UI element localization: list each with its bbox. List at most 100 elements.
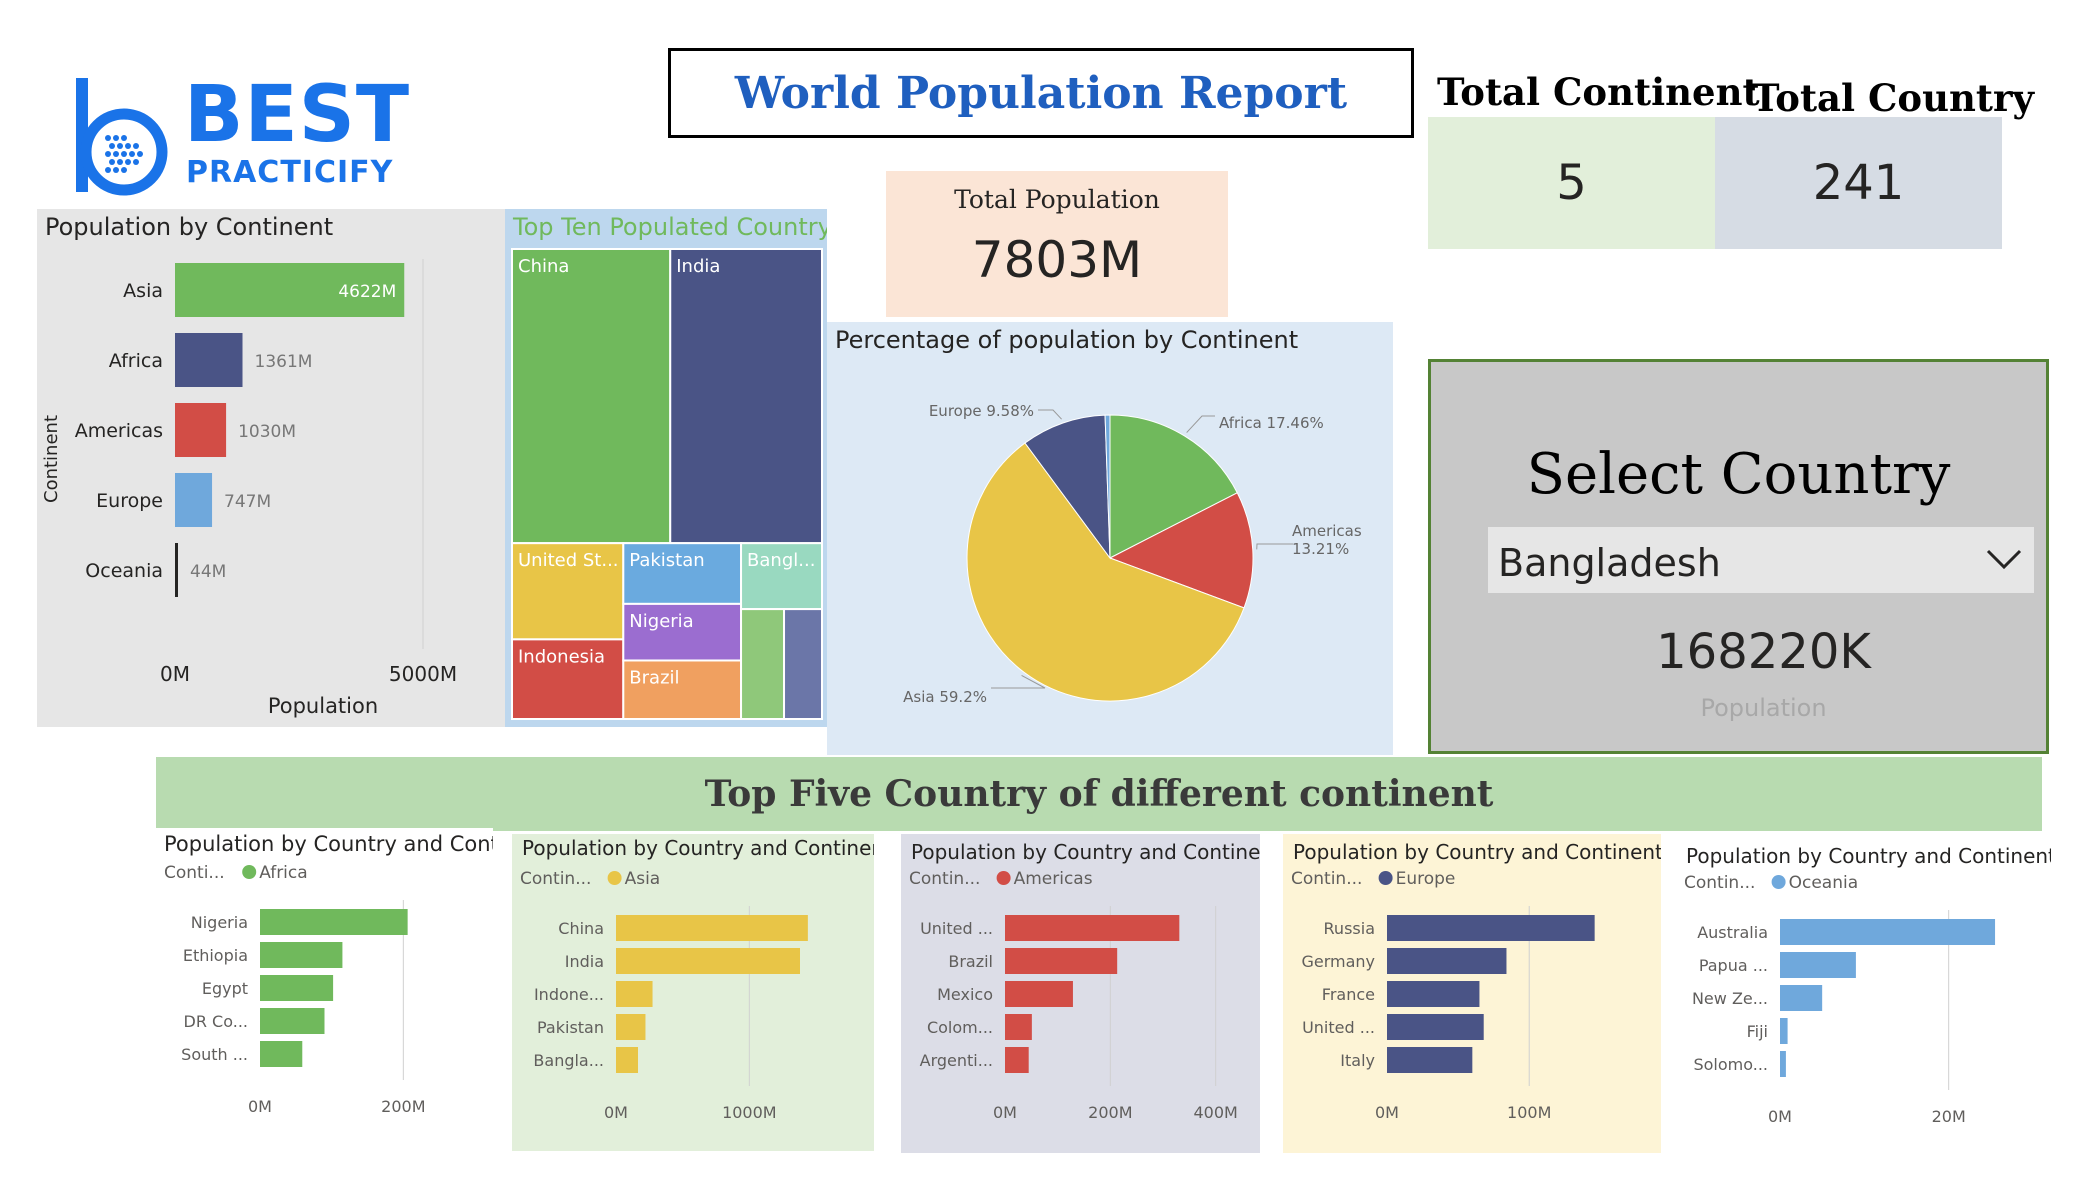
- bar[interactable]: [616, 915, 808, 941]
- bar[interactable]: [1005, 1014, 1032, 1040]
- bar[interactable]: [1387, 981, 1480, 1007]
- bar[interactable]: [1387, 915, 1595, 941]
- data-label: 4622M: [338, 282, 396, 302]
- category-label: Europe: [96, 490, 163, 512]
- chart-title: Population by Country and Continent: [911, 840, 1260, 864]
- bar[interactable]: [260, 909, 408, 935]
- bar[interactable]: [616, 1014, 646, 1040]
- bar[interactable]: [175, 263, 405, 317]
- chevron-down-icon[interactable]: [1984, 543, 2024, 573]
- bar[interactable]: [616, 948, 800, 974]
- chart-title: Top Ten Populated Country: [513, 213, 827, 241]
- category-label: Egypt: [202, 979, 248, 998]
- category-label: Fiji: [1747, 1022, 1768, 1041]
- bar[interactable]: [616, 1047, 638, 1073]
- continent-bar-chart: Asia 4622M Africa 1361M Americas 1030M Europe 7…: [41, 259, 457, 718]
- category-label: France: [1322, 985, 1375, 1004]
- oceania-top5-panel: Population by Country and Continent Cont…: [1676, 838, 2051, 1148]
- tick-label: 0M: [1768, 1107, 1792, 1126]
- bar[interactable]: [175, 473, 213, 527]
- pie-slice[interactable]: [966, 442, 1245, 702]
- pie-slice[interactable]: [1108, 492, 1254, 609]
- treemap-label: Indonesia: [518, 646, 605, 667]
- category-label: Papua ...: [1699, 956, 1768, 975]
- bar[interactable]: [175, 403, 227, 457]
- tick-label: 200M: [381, 1097, 425, 1116]
- bar[interactable]: [1387, 1014, 1484, 1040]
- category-label: Solomo...: [1693, 1055, 1768, 1074]
- tick-label: 20M: [1932, 1107, 1966, 1126]
- chart-title: Population by Country and Conti...: [164, 832, 493, 856]
- country-dropdown[interactable]: Bangladesh: [1488, 527, 2034, 593]
- legend-title: Contin...: [1684, 873, 1755, 893]
- chart-title: Population by Country and Continent: [1293, 840, 1661, 864]
- bar[interactable]: [1005, 948, 1118, 974]
- legend-item: Africa: [259, 863, 308, 883]
- treemap-tile[interactable]: [783, 608, 824, 720]
- leader-line: [1186, 415, 1215, 433]
- pie-slice[interactable]: [1104, 414, 1111, 559]
- pie-label: Americas: [1292, 522, 1362, 540]
- legend-marker: [242, 865, 257, 879]
- legend-title: Contin...: [909, 869, 980, 889]
- category-label: Argenti...: [920, 1051, 993, 1070]
- leader-line: [1256, 543, 1293, 550]
- tick-label: 1000M: [722, 1103, 777, 1122]
- total-population-card: Total Population 7803M: [886, 171, 1228, 317]
- bar[interactable]: [175, 333, 243, 387]
- logo-wordmark: BEST: [184, 70, 411, 160]
- brand-logo: BEST PRACTICIFY: [74, 74, 419, 204]
- africa-top5-panel: Population by Country and Conti... Conti…: [156, 828, 493, 1135]
- pie-label: Africa 17.46%: [1219, 414, 1324, 432]
- bar[interactable]: [260, 942, 343, 968]
- bar[interactable]: [1005, 981, 1073, 1007]
- tick-label: 200M: [1088, 1103, 1132, 1122]
- pie-chart-panel: Percentage of population by Continent Af…: [827, 322, 1393, 755]
- category-label: Indone...: [534, 985, 604, 1004]
- data-label: 44M: [190, 562, 226, 582]
- bar[interactable]: [1780, 985, 1823, 1011]
- bar[interactable]: [1005, 1047, 1029, 1073]
- bar[interactable]: [1780, 1018, 1788, 1044]
- bar[interactable]: [1780, 952, 1856, 978]
- bar[interactable]: [260, 1008, 325, 1034]
- chart-title: Population by Continent: [45, 213, 334, 241]
- tick-label: 0M: [993, 1103, 1017, 1122]
- category-label: South ...: [181, 1045, 248, 1064]
- total-continent-label: Total Continent: [1437, 70, 1760, 114]
- bar[interactable]: [1387, 1047, 1473, 1073]
- chart-title: Percentage of population by Continent: [835, 326, 1299, 354]
- legend-marker: [996, 871, 1011, 885]
- country-population-label: Population: [1700, 694, 1827, 722]
- bar[interactable]: [616, 981, 653, 1007]
- bar[interactable]: [175, 543, 178, 597]
- pie-label: Asia 59.2%: [903, 688, 987, 706]
- treemap-tile[interactable]: [622, 602, 743, 662]
- category-label: Colom...: [927, 1018, 993, 1037]
- treemap-tile[interactable]: [622, 659, 743, 720]
- logo-tagline: PRACTICIFY: [186, 155, 394, 190]
- data-label: 1030M: [238, 422, 296, 442]
- treemap-tile[interactable]: [511, 638, 625, 720]
- treemap-tile[interactable]: [669, 248, 823, 545]
- select-country-panel: Select Country Bangladesh 168220K Popula…: [1428, 359, 2049, 754]
- treemap-tile[interactable]: [511, 542, 625, 641]
- pie-slice[interactable]: [1109, 414, 1238, 559]
- top-ten-treemap: China India United St... Indonesia Pakistan N…: [511, 248, 824, 720]
- category-label: New Ze...: [1692, 989, 1768, 1008]
- total-continent-value: 5: [1556, 155, 1587, 211]
- category-label: Asia: [123, 280, 163, 302]
- bar[interactable]: [1387, 948, 1507, 974]
- bar[interactable]: [1780, 919, 1996, 945]
- bar[interactable]: [1780, 1051, 1786, 1077]
- treemap-tile[interactable]: [511, 248, 672, 545]
- bar[interactable]: [260, 975, 334, 1001]
- bar[interactable]: [1005, 915, 1180, 941]
- treemap-tile[interactable]: [740, 608, 786, 720]
- bar[interactable]: [260, 1041, 303, 1067]
- pie-slice[interactable]: [1024, 414, 1111, 560]
- y-axis-label: Continent: [41, 415, 62, 503]
- treemap-tile[interactable]: [740, 542, 823, 611]
- europe-top5-chart: Contin... Europe 0M 100M Russia Germany France…: [1291, 869, 1595, 1122]
